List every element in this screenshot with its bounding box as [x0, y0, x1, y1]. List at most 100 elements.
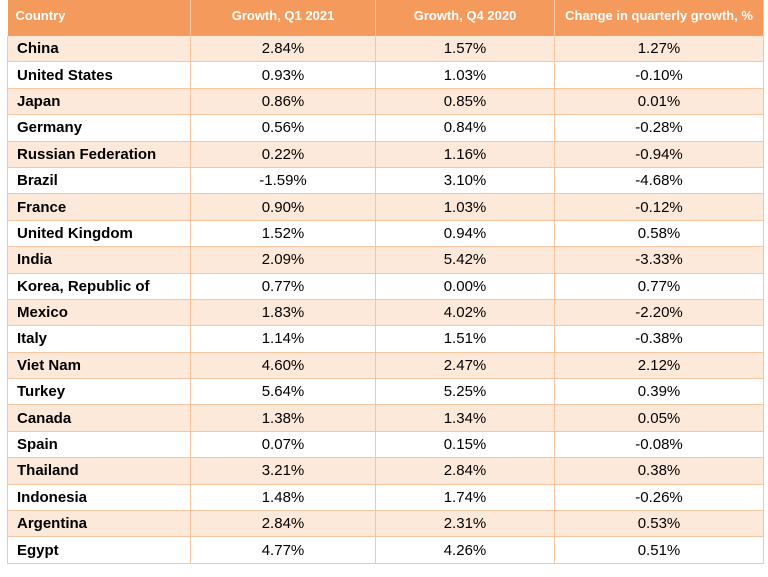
- growth-table: Country Growth, Q1 2021 Growth, Q4 2020 …: [7, 0, 764, 564]
- growth-q1-2021-cell: 0.07%: [190, 431, 376, 459]
- growth-q1-2021-cell: 1.48%: [190, 484, 376, 512]
- growth-q4-2020-cell: 5.42%: [375, 246, 555, 274]
- growth-q1-2021-cell: 0.90%: [190, 193, 376, 221]
- growth-q4-2020-cell: 1.03%: [375, 61, 555, 89]
- table-body: China 2.84% 1.57% 1.27% United States 0.93% 1.…: [7, 36, 764, 564]
- growth-q4-2020-cell: 0.85%: [375, 88, 555, 116]
- table-row: Mexico 1.83% 4.02% -2.20%: [7, 299, 764, 327]
- country-cell: Brazil: [7, 167, 191, 195]
- table-row: Japan 0.86% 0.85% 0.01%: [7, 88, 764, 116]
- growth-table-container: Country Growth, Q1 2021 Growth, Q4 2020 …: [7, 0, 764, 564]
- growth-q1-2021-cell: 1.83%: [190, 299, 376, 327]
- column-header-label: Change in quarterly growth, %: [565, 8, 753, 23]
- country-cell: Egypt: [7, 536, 191, 564]
- table-row: France 0.90% 1.03% -0.12%: [7, 193, 764, 221]
- table-header: Country Growth, Q1 2021 Growth, Q4 2020 …: [7, 0, 764, 36]
- growth-q1-2021-cell: 4.77%: [190, 536, 376, 564]
- growth-q4-2020-cell: 5.25%: [375, 378, 555, 406]
- change-cell: -3.33%: [554, 246, 764, 274]
- country-cell: Germany: [7, 114, 191, 142]
- growth-q1-2021-cell: 2.84%: [190, 510, 376, 538]
- country-cell: France: [7, 193, 191, 221]
- table-row: India 2.09% 5.42% -3.33%: [7, 246, 764, 274]
- growth-q4-2020-cell: 1.57%: [375, 36, 555, 63]
- growth-q1-2021-cell: 0.93%: [190, 61, 376, 89]
- growth-q1-2021-cell: 0.86%: [190, 88, 376, 116]
- change-cell: 0.05%: [554, 404, 764, 432]
- growth-q4-2020-cell: 0.15%: [375, 431, 555, 459]
- table-row: Brazil -1.59% 3.10% -4.68%: [7, 167, 764, 195]
- growth-q4-2020-cell: 1.16%: [375, 141, 555, 168]
- column-header-growth-q4-2020: Growth, Q4 2020: [375, 0, 555, 36]
- change-cell: -0.08%: [554, 431, 764, 459]
- table-row: Korea, Republic of 0.77% 0.00% 0.77%: [7, 273, 764, 300]
- country-cell: Mexico: [7, 299, 191, 327]
- column-header-change: Change in quarterly growth, %: [554, 0, 764, 36]
- growth-q4-2020-cell: 1.03%: [375, 193, 555, 221]
- growth-q4-2020-cell: 0.84%: [375, 114, 555, 142]
- country-cell: Thailand: [7, 457, 191, 485]
- change-cell: 0.51%: [554, 536, 764, 564]
- change-cell: 0.38%: [554, 457, 764, 485]
- country-cell: Spain: [7, 431, 191, 459]
- change-cell: -0.10%: [554, 61, 764, 89]
- country-cell: United States: [7, 61, 191, 89]
- country-cell: Russian Federation: [7, 141, 191, 168]
- change-cell: -0.12%: [554, 193, 764, 221]
- table-row: Spain 0.07% 0.15% -0.08%: [7, 431, 764, 459]
- growth-q4-2020-cell: 2.31%: [375, 510, 555, 538]
- country-cell: Korea, Republic of: [7, 273, 191, 300]
- country-cell: Turkey: [7, 378, 191, 406]
- change-cell: -0.38%: [554, 325, 764, 353]
- country-cell: United Kingdom: [7, 220, 191, 248]
- growth-q4-2020-cell: 0.94%: [375, 220, 555, 248]
- table-row: Viet Nam 4.60% 2.47% 2.12%: [7, 352, 764, 380]
- column-header-label: Growth, Q1 2021: [231, 8, 335, 23]
- country-cell: Indonesia: [7, 484, 191, 512]
- change-cell: 0.39%: [554, 378, 764, 406]
- growth-q1-2021-cell: 4.60%: [190, 352, 376, 380]
- table-row: United Kingdom 1.52% 0.94% 0.58%: [7, 220, 764, 248]
- country-cell: Italy: [7, 325, 191, 353]
- table-row: Canada 1.38% 1.34% 0.05%: [7, 404, 764, 432]
- growth-q1-2021-cell: 1.52%: [190, 220, 376, 248]
- growth-q1-2021-cell: 3.21%: [190, 457, 376, 485]
- growth-q1-2021-cell: -1.59%: [190, 167, 376, 195]
- column-header-country: Country: [7, 0, 191, 36]
- table-row: Indonesia 1.48% 1.74% -0.26%: [7, 484, 764, 512]
- growth-q4-2020-cell: 1.34%: [375, 404, 555, 432]
- country-cell: Viet Nam: [7, 352, 191, 380]
- change-cell: 0.58%: [554, 220, 764, 248]
- growth-q4-2020-cell: 2.84%: [375, 457, 555, 485]
- change-cell: -0.94%: [554, 141, 764, 168]
- growth-q1-2021-cell: 0.22%: [190, 141, 376, 168]
- growth-q1-2021-cell: 0.77%: [190, 273, 376, 300]
- table-row: Italy 1.14% 1.51% -0.38%: [7, 325, 764, 353]
- table-row: Russian Federation 0.22% 1.16% -0.94%: [7, 141, 764, 168]
- header-row: Country Growth, Q1 2021 Growth, Q4 2020 …: [7, 0, 764, 36]
- growth-q4-2020-cell: 4.02%: [375, 299, 555, 327]
- column-header-label: Country: [15, 8, 66, 23]
- change-cell: 2.12%: [554, 352, 764, 380]
- change-cell: -2.20%: [554, 299, 764, 327]
- growth-q1-2021-cell: 5.64%: [190, 378, 376, 406]
- country-cell: India: [7, 246, 191, 274]
- table-row: Thailand 3.21% 2.84% 0.38%: [7, 457, 764, 485]
- change-cell: 1.27%: [554, 36, 764, 63]
- growth-q1-2021-cell: 2.09%: [190, 246, 376, 274]
- growth-q1-2021-cell: 2.84%: [190, 36, 376, 63]
- growth-q4-2020-cell: 1.51%: [375, 325, 555, 353]
- country-cell: Canada: [7, 404, 191, 432]
- table-row: Argentina 2.84% 2.31% 0.53%: [7, 510, 764, 538]
- growth-q4-2020-cell: 2.47%: [375, 352, 555, 380]
- table-row: Germany 0.56% 0.84% -0.28%: [7, 114, 764, 142]
- column-header-growth-q1-2021: Growth, Q1 2021: [190, 0, 376, 36]
- country-cell: Argentina: [7, 510, 191, 538]
- growth-q4-2020-cell: 1.74%: [375, 484, 555, 512]
- growth-q1-2021-cell: 1.38%: [190, 404, 376, 432]
- country-cell: Japan: [7, 88, 191, 116]
- change-cell: 0.01%: [554, 88, 764, 116]
- table-row: Egypt 4.77% 4.26% 0.51%: [7, 536, 764, 564]
- growth-q1-2021-cell: 0.56%: [190, 114, 376, 142]
- column-header-label: Growth, Q4 2020: [413, 8, 517, 23]
